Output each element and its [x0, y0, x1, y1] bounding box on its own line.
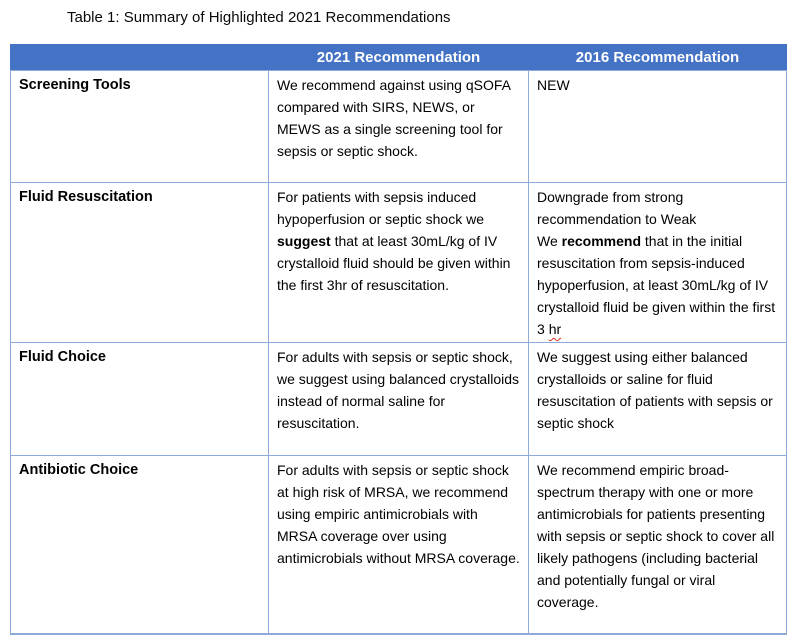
recommendation-2021-cell: For patients with sepsis induced hypoper… [268, 182, 529, 343]
table-row: Antibiotic Choice For adults with sepsis … [10, 455, 787, 634]
recommendation-2016-cell: Downgrade from strong recommendation to … [528, 182, 787, 343]
table-header-row: 2021 Recommendation 2016 Recommendation [10, 44, 787, 71]
recommendation-2016-cell: We suggest using either balanced crystal… [528, 342, 787, 456]
text-run: that in the initial resuscitation from s… [537, 233, 776, 337]
row-label-cell: Antibiotic Choice [10, 455, 269, 634]
header-cell-blank [10, 44, 269, 71]
table-row: Screening Tools We recommend against usin… [10, 70, 787, 183]
recommendation-2021-cell: We recommend against using qSOFA compare… [268, 70, 529, 183]
row-label-cell: Fluid Choice [10, 342, 269, 456]
table-caption: Table 1: Summary of Highlighted 2021 Rec… [67, 9, 451, 26]
table-row: Fluid Choice For adults with sepsis or se… [10, 342, 787, 456]
table-body: Screening Tools We recommend against usin… [10, 70, 787, 634]
text-run: We [537, 233, 562, 249]
text-run: NEW [537, 77, 570, 93]
row-label-cell: Screening Tools [10, 70, 269, 183]
row-label-cell: Fluid Resuscitation [10, 182, 269, 343]
recommendation-2021-cell: For adults with sepsis or septic shock a… [268, 455, 529, 634]
text-run: Downgrade from strong recommendation to … [537, 189, 697, 227]
text-run: recommend [561, 233, 641, 249]
text-run: that at least 30mL/kg of IV crystalloid … [277, 233, 511, 293]
recommendation-2021-cell: For adults with sepsis or septic shock, … [268, 342, 529, 456]
recommendation-2016-cell: We recommend empiric broad-spectrum ther… [528, 455, 787, 634]
text-run: For adults with sepsis or septic shock, … [277, 349, 520, 431]
recommendation-2016-cell: NEW [528, 70, 787, 183]
text-run: suggest [277, 233, 331, 249]
spellcheck-flagged-text: hr [548, 321, 562, 337]
text-run: For patients with sepsis induced hypoper… [277, 189, 484, 227]
header-cell-2016-recommendation: 2016 Recommendation [528, 44, 787, 71]
text-run: We recommend against using qSOFA compare… [277, 77, 511, 159]
table-row: Fluid Resuscitation For patients with sep… [10, 182, 787, 343]
text-run: We suggest using either balanced crystal… [537, 349, 773, 431]
recommendations-table: 2021 Recommendation 2016 Recommendation … [10, 44, 787, 635]
text-run: We recommend empiric broad-spectrum ther… [537, 462, 775, 610]
header-cell-2021-recommendation: 2021 Recommendation [268, 44, 529, 71]
text-run: For adults with sepsis or septic shock a… [277, 462, 520, 566]
